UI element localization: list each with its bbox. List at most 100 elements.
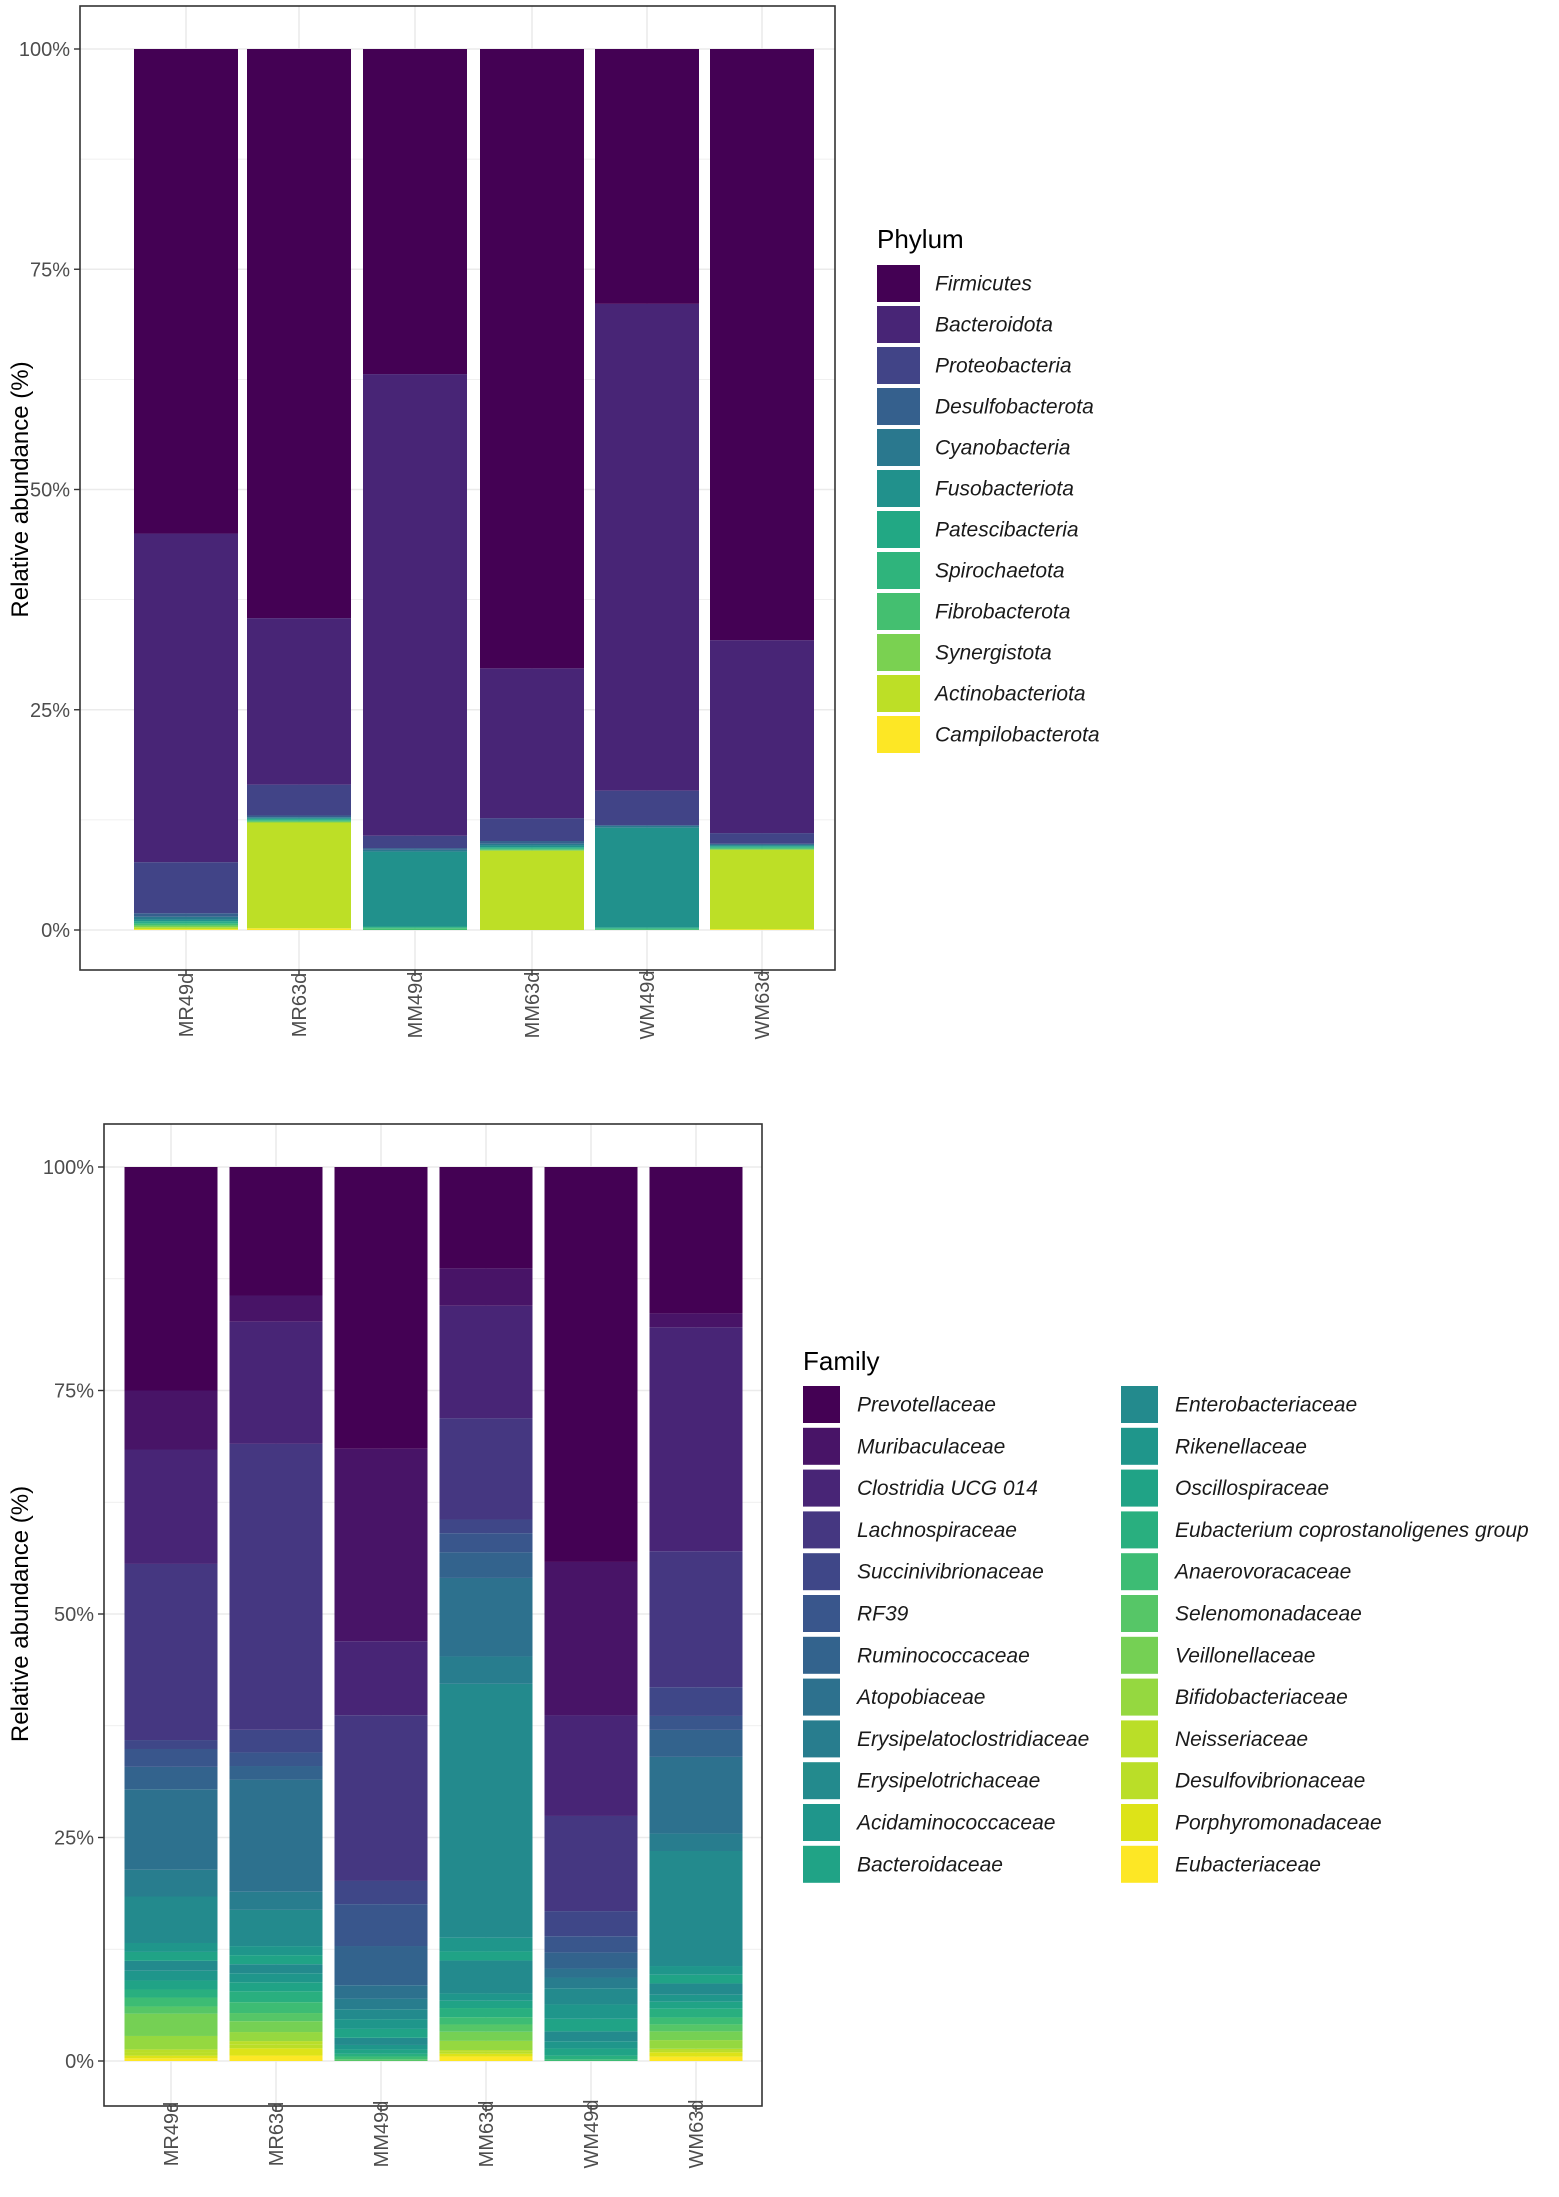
legend-swatch (1121, 1804, 1158, 1841)
legend-swatch (1121, 1636, 1158, 1674)
bar-segment-MR63d-ruminococcaceae (229, 1766, 323, 1780)
bar-segment-MR49d-erysipelatoclostridiaceae (124, 1869, 218, 1897)
bar-segment-MR63d-acidaminococcaceae (229, 1946, 323, 1956)
x-tick-label-MR49d: MR49d (176, 973, 198, 1037)
bar-segment-MM63d-rikenellaceae (439, 1993, 533, 2001)
bar-segment-MR49d-rf39 (124, 1748, 218, 1767)
bar-segment-MR63d-erysipelotrichaceae (229, 1909, 323, 1947)
bar-segment-MM49d-fusobacteriota (363, 851, 467, 927)
legend-entry-synergistota: Synergistota (935, 642, 1052, 665)
bar-segment-MR63d-rf39 (229, 1752, 323, 1767)
bar-segment-MM49d-acidaminococcaceae (334, 2019, 428, 2029)
legend-entry-bacteroidaceae: Bacteroidaceae (857, 1853, 1003, 1876)
bar-segment-MR63d-erysipelatoclostridiaceae (229, 1891, 323, 1910)
bar-segment-MR63d-actinobacteriota (247, 822, 351, 929)
bar-segment-WM63d-muribaculaceae (649, 1313, 743, 1328)
bar-segment-MM63d-desulfovibrionaceae (439, 2051, 533, 2054)
bar-segment-MR49d-veillonellaceae (124, 2013, 218, 2036)
bar-segment-WM49d-spirochaetota (595, 928, 699, 930)
legend-entry-rf39: RF39 (857, 1603, 909, 1626)
bar-segment-WM63d-campilobacterota (710, 929, 814, 930)
legend-entry-veillonellaceae: Veillonellaceae (1175, 1644, 1316, 1667)
bar-segment-MM63d-succinivibrionaceae (439, 1519, 533, 1534)
x-tick-label-WM63d: WM63d (686, 2100, 708, 2169)
legend: Family Prevotellaceae Muribaculaceae Clostr… (803, 1346, 1529, 1883)
panel-border (103, 1123, 763, 2107)
bar-segment-WM63d-neisseriaceae (649, 2048, 743, 2051)
legend-entry-erysipelatoclostridiaceae: Erysipelatoclostridiaceae (857, 1728, 1089, 1751)
y-tick-label: 50% (30, 480, 70, 502)
bar-segment-MM63d-bacteroidaceae (439, 1951, 533, 1961)
x-tick-label-WM49d: WM49d (637, 971, 659, 1040)
bar-segment-WM49d-prevotellaceae (544, 1167, 638, 1562)
bar-segment-MR63d-eubacteriaceae (229, 2055, 323, 2061)
y-axis: 0% 25% 50% 75% 100% Relative abundance (%) (7, 39, 80, 942)
bars (124, 1167, 743, 2061)
legend-swatch (877, 347, 920, 384)
bar-segment-MM63d-eubacterium-coprostanoligenes-group (439, 2008, 533, 2018)
bar-segment-MR63d-lachnospiraceae (229, 1443, 323, 1730)
bar-segment-MM49d-desulfobacterota (363, 848, 467, 850)
bar-segment-MM49d-eubacterium-coprostanoligenes-group (334, 2053, 428, 2057)
phylum-chart: 0% 25% 50% 75% 100% Relative abundance (%) MR4… (7, 5, 1100, 1040)
bar-segment-MR49d-atopobiaceae (124, 1789, 218, 1870)
legend-swatch (803, 1469, 840, 1507)
legend-swatch (877, 552, 920, 589)
y-tick-label: 100% (19, 39, 70, 61)
bar-segment-MR49d-neisseriaceae (124, 2049, 218, 2053)
x-tick-label-MM49d: MM49d (371, 2101, 393, 2168)
bar-segment-MR63d-fusobacteriota (247, 818, 351, 819)
bar-segment-WM63d-oscillospiraceae (649, 2001, 743, 2009)
bar-segment-MM49d-spirochaetota (363, 927, 467, 929)
legend-swatch (803, 1427, 840, 1465)
bar-segment-WM63d-selenomonadaceae (649, 2024, 743, 2032)
legend-entry-campilobacterota: Campilobacterota (935, 724, 1100, 747)
bar-segment-MR49d-porphyromonadaceae (124, 2055, 218, 2059)
bar-segment-MM49d-oscillospiraceae (334, 2049, 428, 2054)
bar-segment-WM63d-bifidobacteriaceae (649, 2040, 743, 2049)
bar-segment-MR63d-veillonellaceae (229, 2021, 323, 2033)
legend-swatch (877, 593, 920, 630)
bar-segment-WM63d-veillonellaceae (649, 2031, 743, 2041)
legend-swatch (803, 1678, 840, 1716)
bar-segment-MR49d-patescibacteria (134, 921, 238, 923)
legend-entry-atopobiaceae: Atopobiaceae (855, 1686, 985, 1709)
bar-segment-WM49d-rikenellaceae (544, 2041, 638, 2049)
legend-entry-neisseriaceae: Neisseriaceae (1175, 1728, 1308, 1751)
bar-segment-MR63d-rikenellaceae (229, 1973, 323, 1983)
legend-swatch (803, 1762, 840, 1800)
bar-segment-MR63d-clostridia-ucg-014 (229, 1321, 323, 1444)
family-chart: 0% 25% 50% 75% 100% Relative abundance (%) MR4… (7, 1123, 1529, 2169)
bar-segment-MR49d-cyanobacteria (134, 916, 238, 920)
bar-segment-MR49d-actinobacteriota (134, 927, 238, 930)
bar-segment-MR49d-ruminococcaceae (124, 1766, 218, 1790)
bar-segment-MM63d-lachnospiraceae (439, 1418, 533, 1520)
bar-segment-MR49d-eubacterium-coprostanoligenes-group (124, 1989, 218, 1998)
legend-swatch (877, 388, 920, 425)
bar-segment-MM49d-muribaculaceae (334, 1448, 428, 1642)
legend-swatch (803, 1386, 840, 1423)
bar-segment-MR49d-prevotellaceae (124, 1167, 218, 1391)
legend-entry-desulfobacterota: Desulfobacterota (935, 396, 1094, 419)
bar-segment-WM63d-acidaminococcaceae (649, 1966, 743, 1975)
bar-segment-MM63d-proteobacteria (480, 818, 584, 842)
bar-segment-MR63d-neisseriaceae (229, 2041, 323, 2045)
bar-segment-MR49d-oscillospiraceae (124, 1980, 218, 1990)
bar-segment-MM49d-rf39 (334, 1904, 428, 1947)
legend-swatch (877, 470, 920, 507)
legend-swatch (1121, 1845, 1158, 1883)
bar-segment-MM63d-spirochaetota (480, 848, 584, 849)
bar-segment-MR49d-anaerovoracaceae (124, 1997, 218, 2007)
bar-segment-WM49d-atopobiaceae (544, 1968, 638, 1978)
bar-segment-MM63d-acidaminococcaceae (439, 1937, 533, 1952)
bar-segment-MR49d-acidaminococcaceae (124, 1942, 218, 1952)
legend-swatch (877, 511, 920, 548)
bar-segment-WM63d-clostridia-ucg-014 (649, 1327, 743, 1552)
bar-segment-WM49d-fusobacteriota (595, 827, 699, 928)
legend-entry-clostridia-ucg-014: Clostridia UCG 014 (857, 1477, 1038, 1500)
bar-segment-MR49d-bacteroidota (134, 533, 238, 863)
legend-entry-proteobacteria: Proteobacteria (935, 355, 1072, 378)
bar-segment-MM63d-fusobacteriota (480, 845, 584, 848)
bar-segment-MM49d-ruminococcaceae (334, 1946, 428, 1986)
